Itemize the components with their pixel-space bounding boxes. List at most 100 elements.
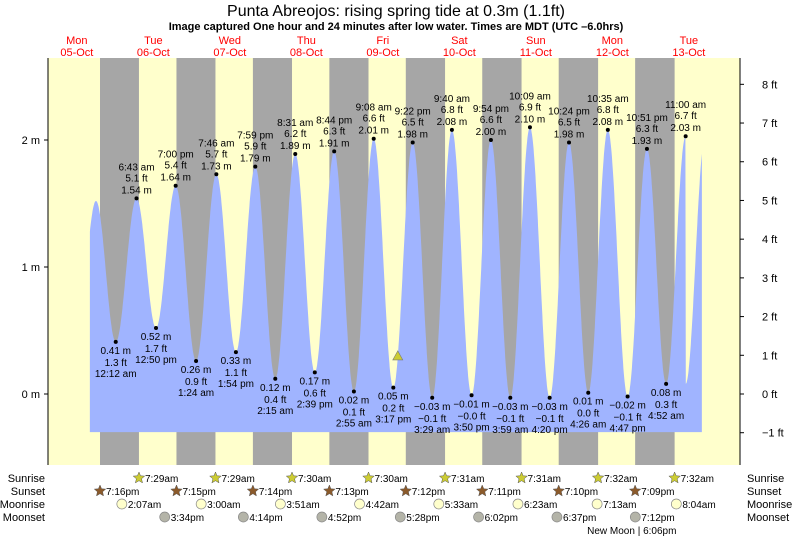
tide-point xyxy=(233,350,238,355)
y-right-tick-label: −1 ft xyxy=(762,428,784,440)
y-right-tick-label: 6 ft xyxy=(762,157,777,169)
tide-ft-label: 0.4 ft xyxy=(264,395,286,406)
moonset-icon xyxy=(551,511,563,523)
day-name-label: Fri xyxy=(376,35,389,47)
tide-time-label: 2:15 am xyxy=(257,406,293,417)
sunset-icon xyxy=(322,484,336,497)
tide-point xyxy=(410,140,415,145)
moonrise-icon xyxy=(354,498,365,510)
tide-ft-label: 0.2 ft xyxy=(382,404,404,415)
sunrise-icon xyxy=(668,471,681,484)
sunset-icon xyxy=(170,484,183,497)
tide-m-label: 1.73 m xyxy=(201,161,232,172)
tide-m-label: 0.17 m xyxy=(300,376,331,387)
tide-ft-label: 6.3 ft xyxy=(323,126,345,137)
moonrise-icon xyxy=(512,498,524,510)
tide-m-label: 2.08 m xyxy=(593,117,624,128)
moonset-time: 4:14pm xyxy=(249,513,282,524)
day-name-label: Wed xyxy=(219,35,241,47)
moonrise-time: 3:51am xyxy=(286,500,319,511)
moonrise-time: 3:00am xyxy=(207,500,240,511)
tide-m-label: 1.89 m xyxy=(280,141,311,152)
tide-ft-label: −0.1 ft xyxy=(614,413,642,424)
moonrise-icon xyxy=(591,498,603,510)
sunrise-time: 7:30am xyxy=(298,474,331,485)
day-name-label: Thu xyxy=(297,35,316,47)
tide-m-label: 2.10 m xyxy=(515,114,546,125)
sunrise-time: 7:31am xyxy=(528,474,561,485)
tide-ft-label: 0.1 ft xyxy=(343,407,365,418)
sunrise-icon xyxy=(285,471,299,484)
tide-ft-label: 6.6 ft xyxy=(480,115,502,126)
tide-time-label: 1:24 am xyxy=(178,388,214,399)
tide-point xyxy=(683,134,688,139)
moonrise-icon xyxy=(116,498,128,510)
sunset-time: 7:11pm xyxy=(488,487,521,498)
tide-time-label: 7:46 am xyxy=(198,138,234,149)
moonset-time: 4:52pm xyxy=(328,513,361,524)
sunset-icon xyxy=(475,484,489,497)
moonset-icon xyxy=(159,511,171,523)
tide-m-label: −0.03 m xyxy=(531,402,567,413)
y-right-tick-label: 7 ft xyxy=(762,118,777,130)
tide-m-label: 1.64 m xyxy=(160,173,191,184)
tide-ft-label: 5.7 ft xyxy=(205,149,227,160)
sunrise-icon xyxy=(132,471,146,484)
tide-point xyxy=(351,389,356,394)
moonrise-time: 4:42am xyxy=(366,500,399,511)
tide-point xyxy=(194,358,199,363)
moonset-row-label: Moonset xyxy=(3,512,45,524)
moonrise-icon xyxy=(433,498,445,510)
tide-ft-label: 0.6 ft xyxy=(304,388,326,399)
sunrise-row-label: Sunrise xyxy=(8,473,45,485)
tide-ft-label: 6.8 ft xyxy=(597,105,619,116)
tide-ft-label: 5.1 ft xyxy=(125,173,147,184)
tide-ft-label: −0.1 ft xyxy=(496,414,524,425)
day-name-label: Tue xyxy=(144,35,163,47)
moon-phase-label: New Moon | 6:06pm xyxy=(587,526,676,537)
tide-m-label: −0.03 m xyxy=(492,402,528,413)
sunset-icon xyxy=(399,484,413,497)
sunrise-icon xyxy=(591,471,605,484)
moonset-row-label-right: Moonset xyxy=(747,512,789,524)
tide-point xyxy=(586,390,591,395)
tide-time-label: 4:20 pm xyxy=(532,425,568,436)
tide-time-label: 9:08 am xyxy=(356,103,392,114)
tide-m-label: 1.54 m xyxy=(121,185,152,196)
tide-point xyxy=(547,395,552,400)
day-name-label: Tue xyxy=(680,35,699,47)
plot-frame: 2 m 1 m 0 m 8 ft 7 ft 6 ft 5 ft 4 ft 3 ft 2 ft 1 f… xyxy=(22,58,784,465)
day-date-label: 05-Oct xyxy=(60,47,93,59)
moonrise-time: 5:33am xyxy=(445,500,478,511)
tide-point xyxy=(508,395,513,400)
tide-point xyxy=(488,138,493,142)
sunset-icon xyxy=(552,484,566,497)
y-left-tick-label: 0 m xyxy=(22,389,40,401)
moonrise-row-label: Moonrise xyxy=(0,499,45,511)
tide-m-label: 0.08 m xyxy=(651,388,682,399)
moonset-time: 7:12pm xyxy=(641,513,674,524)
tide-time-label: 4:52 am xyxy=(648,411,684,422)
y-right-tick-label: 5 ft xyxy=(762,195,777,207)
tide-ft-label: 6.6 ft xyxy=(363,114,385,125)
tide-point xyxy=(113,339,118,344)
moonset-icon xyxy=(629,511,641,523)
tide-point xyxy=(430,395,435,400)
sunrise-icon xyxy=(438,471,452,484)
day-date-label: 06-Oct xyxy=(137,47,170,59)
day-name-label: Mon xyxy=(66,35,87,47)
moonrise-time: 7:13am xyxy=(603,500,636,511)
tide-m-label: 0.02 m xyxy=(339,395,370,406)
tide-ft-label: 1.7 ft xyxy=(145,344,167,355)
tide-ft-label: 6.8 ft xyxy=(441,105,463,116)
tide-m-label: 2.01 m xyxy=(358,126,389,137)
tide-m-label: 0.12 m xyxy=(260,383,291,394)
sunrise-time: 7:31am xyxy=(451,474,484,485)
sunset-time: 7:10pm xyxy=(565,487,598,498)
sunset-time: 7:13pm xyxy=(335,487,368,498)
tide-time-label: 8:31 am xyxy=(277,118,313,129)
sunrise-time: 7:29am xyxy=(145,474,178,485)
tide-m-label: 2.08 m xyxy=(437,117,468,128)
tide-ft-label: 5.9 ft xyxy=(244,142,266,153)
